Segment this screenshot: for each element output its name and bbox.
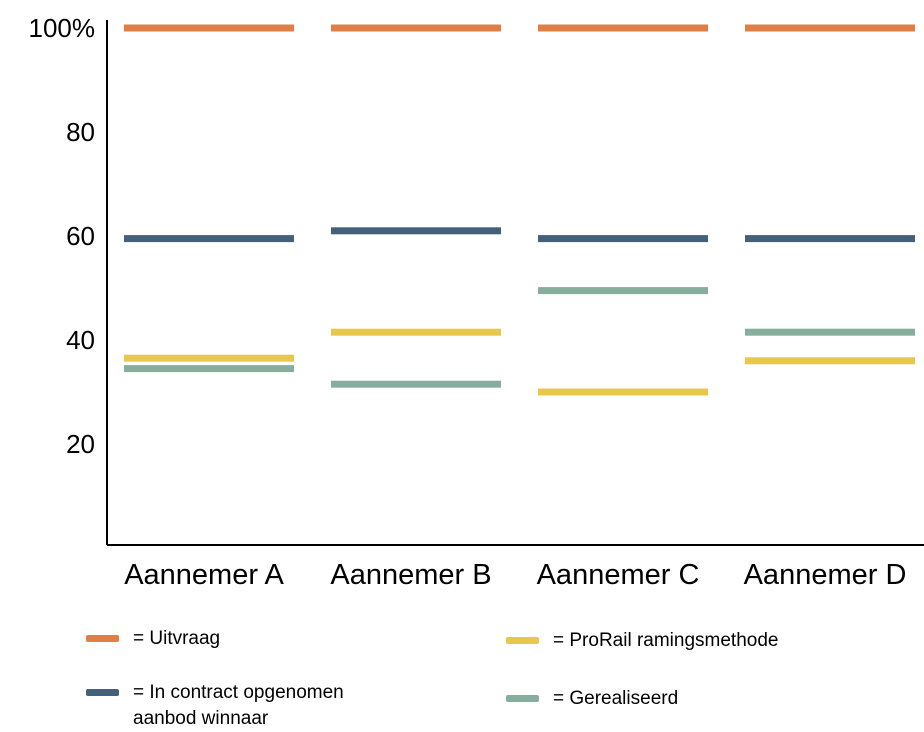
level-mark-contract xyxy=(124,235,294,243)
level-mark-prorail xyxy=(331,328,501,336)
legend-swatch-gerealiseerd xyxy=(506,695,539,702)
legend-swatch-prorail xyxy=(506,637,539,644)
legend-swatch-contract xyxy=(86,689,119,696)
y-tick-label: 20 xyxy=(66,429,95,459)
level-mark-gerealiseerd xyxy=(124,365,294,373)
x-tick-label: Aannemer B xyxy=(330,559,491,591)
level-mark-prorail xyxy=(538,388,708,396)
x-tick-label: Aannemer D xyxy=(744,559,907,591)
legend-item-contract: = In contract opgenomen aanbod winnaar xyxy=(86,680,344,732)
y-tick-label: 80 xyxy=(66,117,95,147)
level-mark-uitvraag xyxy=(538,24,708,32)
legend-item-prorail: = ProRail ramingsmethode xyxy=(506,628,778,654)
chart-marks xyxy=(124,24,915,396)
level-mark-contract xyxy=(331,227,501,235)
level-mark-contract xyxy=(745,235,915,243)
level-mark-uitvraag xyxy=(745,24,915,32)
level-mark-prorail xyxy=(745,357,915,365)
legend-label-contract: = In contract opgenomen aanbod winnaar xyxy=(133,682,344,729)
legend-swatch-uitvraag xyxy=(86,635,119,642)
y-tick-label: 60 xyxy=(66,221,95,251)
level-mark-gerealiseerd xyxy=(331,380,501,388)
legend-label-uitvraag: = Uitvraag xyxy=(133,628,221,649)
legend-item-gerealiseerd: = Gerealiseerd xyxy=(506,686,678,712)
level-mark-prorail xyxy=(124,354,294,362)
x-tick-label: Aannemer A xyxy=(124,559,284,591)
legend-item-uitvraag: = Uitvraag xyxy=(86,626,220,652)
level-mark-uitvraag xyxy=(124,24,294,32)
y-tick-label: 100% xyxy=(29,13,96,43)
x-axis-ticks: Aannemer A Aannemer B Aannemer C Aannemer D xyxy=(124,559,906,591)
level-mark-uitvraag xyxy=(331,24,501,32)
y-tick-label: 40 xyxy=(66,325,95,355)
level-mark-gerealiseerd xyxy=(538,287,708,295)
level-mark-gerealiseerd xyxy=(745,328,915,336)
x-tick-label: Aannemer C xyxy=(537,559,700,591)
level-mark-contract xyxy=(538,235,708,243)
legend-label-prorail: = ProRail ramingsmethode xyxy=(553,630,779,651)
y-axis-ticks: 100% 80 60 40 20 xyxy=(29,13,96,459)
legend-label-gerealiseerd: = Gerealiseerd xyxy=(553,688,679,709)
